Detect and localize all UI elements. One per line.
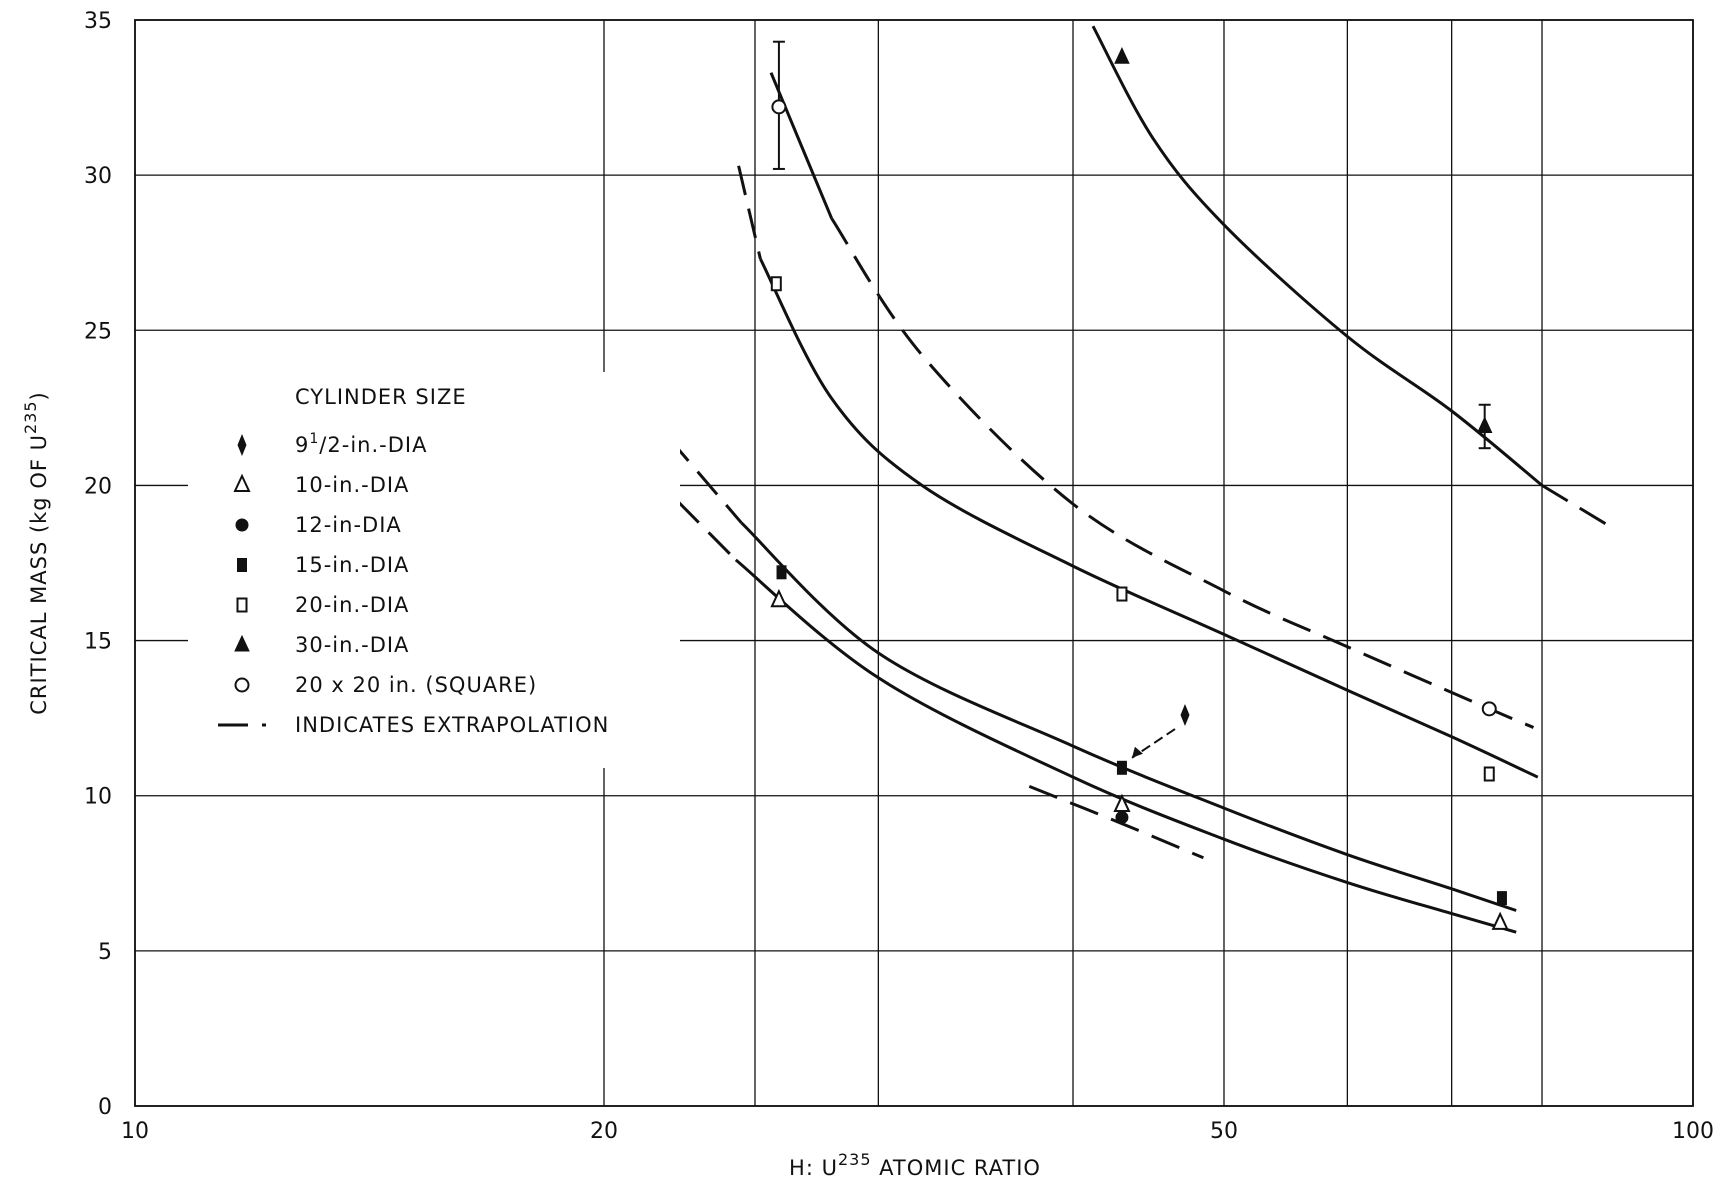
y-axis-title-superscript: 235 (21, 400, 40, 434)
curve-0-solid (1091, 25, 1543, 487)
y-tick-label-20: 20 (84, 474, 112, 499)
legend-backdrop (188, 372, 680, 768)
y-axis-title: CRITICAL MASS (kg OF U235) (21, 391, 51, 714)
curve-2-extrapolated (737, 165, 762, 260)
legend-label-d12: 12-in-DIA (295, 513, 402, 537)
legend-title: CYLINDER SIZE (295, 385, 467, 409)
y-axis-title-end: ) (27, 391, 51, 400)
y-tick-label-10: 10 (84, 785, 112, 810)
point-d10-1 (1113, 793, 1131, 813)
x-axis-title-rest: ATOMIC RATIO (872, 1156, 1041, 1180)
x-tick-label-10: 10 (121, 1119, 149, 1144)
legend-label-d30: 30-in.-DIA (295, 633, 409, 657)
legend-label-d20: 20-in.-DIA (295, 593, 409, 617)
data-points (770, 40, 1509, 930)
y-tick-label-30: 30 (84, 164, 112, 189)
curve-3-solid (740, 521, 1517, 912)
y-axis-title-main: CRITICAL MASS (kg OF U (27, 434, 51, 715)
point-sq-1 (1481, 701, 1497, 717)
legend-marker-d15 (237, 558, 247, 572)
curve-4-solid (734, 558, 1517, 934)
grid (134, 19, 1694, 1107)
curve-0-extrapolated (1541, 484, 1615, 531)
legend-marker-sq (234, 677, 250, 693)
tick-labels: 0 5 10 15 20 25 30 35 10 20 50 100 (84, 9, 1714, 1144)
legend-marker-d10 (233, 473, 251, 492)
point-sq-0 (771, 99, 787, 115)
curves (639, 25, 1615, 934)
point-d15-1 (1116, 760, 1127, 775)
legend-marker-d12 (235, 518, 249, 532)
legend-label-d15: 15-in.-DIA (295, 553, 409, 577)
point-d15-2 (1496, 891, 1507, 906)
legend-label-d10: 10-in.-DIA (295, 473, 409, 497)
curve-1-solid (769, 72, 834, 220)
x-tick-label-50: 50 (1210, 1119, 1238, 1144)
point-d20-1 (1116, 586, 1128, 602)
x-tick-label-20: 20 (590, 1119, 618, 1144)
legend-label-extrap: INDICATES EXTRAPOLATION (295, 713, 609, 737)
y-tick-label-15: 15 (84, 630, 112, 655)
x-axis-title: H: U235 ATOMIC RATIO (789, 1150, 1041, 1180)
plot-frame (134, 19, 1694, 1107)
legend-marker-d20 (236, 597, 248, 613)
y-tick-label-25: 25 (84, 319, 112, 344)
point-d20-2 (1483, 766, 1495, 782)
point-d95-0 (1180, 704, 1190, 727)
leader-arrow (1131, 728, 1176, 759)
point-d12-0 (1115, 810, 1129, 824)
point-d30-0 (1114, 47, 1130, 64)
legend-label-sq: 20 x 20 in. (SQUARE) (295, 673, 537, 697)
y-tick-label-0: 0 (98, 1095, 112, 1120)
legend-marker-d95 (237, 434, 247, 456)
leader-arrowhead (1131, 746, 1143, 758)
curve-1-extrapolated (830, 217, 1535, 729)
legend-marker-d30 (234, 634, 250, 652)
x-axis-title-superscript: 235 (838, 1150, 872, 1169)
legend-label-d95: 91/2-in.-DIA (295, 431, 427, 457)
legend: CYLINDER SIZE 91/2-in.-DIA 10-in.-DIA 12-i… (188, 372, 680, 768)
y-tick-label-5: 5 (98, 940, 112, 965)
curve-2-solid (759, 258, 1539, 779)
x-axis-title-main: H: U (789, 1156, 838, 1180)
y-tick-label-35: 35 (84, 9, 112, 34)
point-d20-0 (770, 276, 782, 292)
point-d15-0 (776, 565, 787, 580)
point-d10-2 (1491, 911, 1509, 930)
x-tick-label-100: 100 (1672, 1119, 1714, 1144)
point-d30-1 (1476, 416, 1493, 433)
point-d10-0 (770, 588, 788, 608)
